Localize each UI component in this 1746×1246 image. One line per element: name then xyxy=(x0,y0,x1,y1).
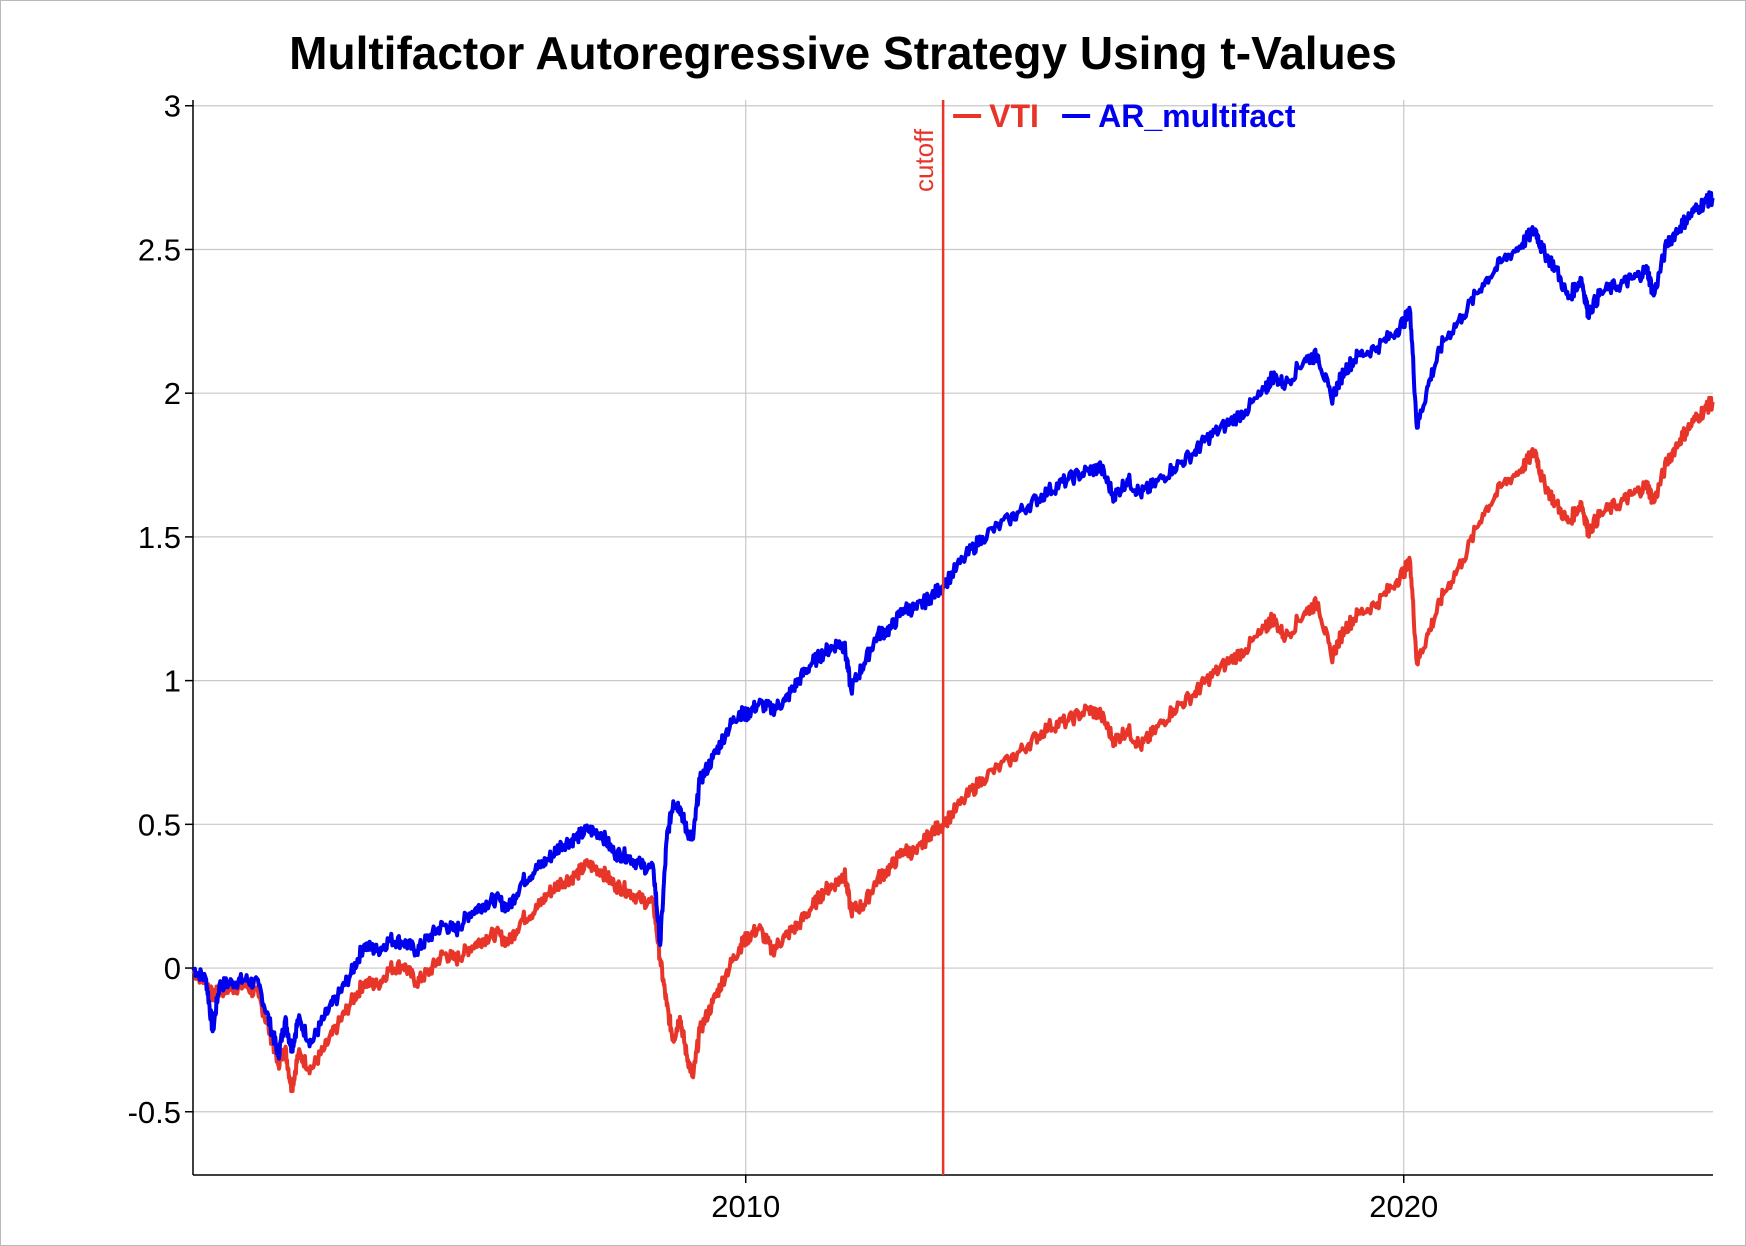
y-tick-label: 0.5 xyxy=(138,807,181,842)
cutoff-label: cutoff xyxy=(909,128,939,192)
chart-title: Multifactor Autoregressive Strategy Usin… xyxy=(289,27,1397,79)
y-tick-label: -0.5 xyxy=(128,1095,181,1130)
y-tick-label: 0 xyxy=(164,951,181,986)
series-line-vti xyxy=(191,395,1715,1094)
y-tick-label: 2.5 xyxy=(138,232,181,267)
legend-label: VTI xyxy=(989,98,1039,134)
y-tick-label: 3 xyxy=(164,89,181,124)
y-tick-label: 1 xyxy=(164,664,181,699)
x-tick-label: 2020 xyxy=(1369,1189,1438,1224)
series-line-ar-multifact xyxy=(191,190,1715,1061)
legend-label: AR_multifact xyxy=(1098,98,1296,134)
x-tick-label: 2010 xyxy=(711,1189,780,1224)
y-tick-label: 2 xyxy=(164,376,181,411)
y-tick-label: 1.5 xyxy=(138,520,181,555)
